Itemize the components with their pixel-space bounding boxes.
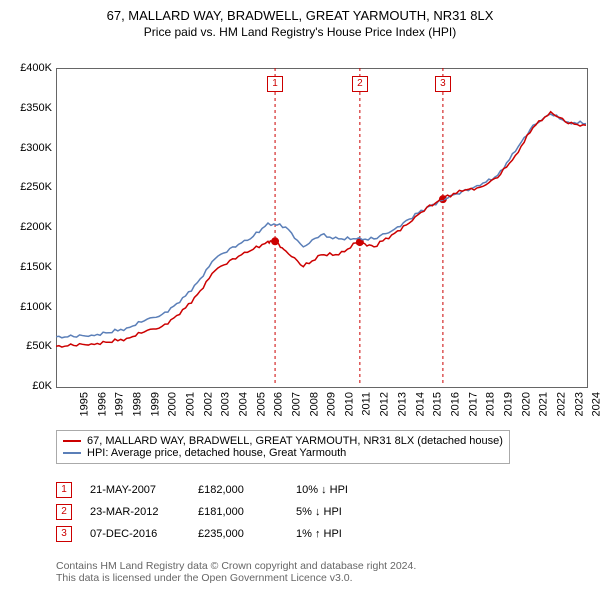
event-marker-box: 1 — [267, 76, 283, 92]
x-tick-label: 2000 — [167, 392, 179, 416]
y-tick-label: £400K — [2, 62, 52, 74]
x-tick-label: 2015 — [432, 392, 444, 416]
x-tick-label: 2003 — [220, 392, 232, 416]
x-tick-label: 2009 — [326, 392, 338, 416]
x-tick-label: 1998 — [131, 392, 143, 416]
event-row-delta: 1% ↑ HPI — [296, 528, 366, 540]
x-tick-label: 2024 — [591, 392, 600, 416]
event-row-price: £235,000 — [198, 528, 278, 540]
x-tick-label: 2005 — [255, 392, 267, 416]
events-table: 1 21-MAY-2007 £182,000 10% ↓ HPI 2 23-MAR-201… — [56, 476, 366, 548]
footer-line-1: Contains HM Land Registry data © Crown c… — [56, 560, 416, 572]
footer-line-2: This data is licensed under the Open Gov… — [56, 572, 416, 584]
x-tick-label: 1997 — [114, 392, 126, 416]
y-tick-label: £150K — [2, 261, 52, 273]
legend-swatch-hpi — [63, 452, 81, 454]
x-tick-label: 2008 — [308, 392, 320, 416]
chart-svg — [56, 68, 586, 386]
series-hpi — [56, 114, 586, 338]
x-tick-label: 2019 — [502, 392, 514, 416]
event-row: 3 07-DEC-2016 £235,000 1% ↑ HPI — [56, 526, 366, 542]
y-tick-label: £300K — [2, 142, 52, 154]
x-tick-label: 2017 — [467, 392, 479, 416]
event-row-num: 3 — [56, 526, 72, 542]
legend-swatch-property — [63, 440, 81, 442]
x-tick-label: 2023 — [573, 392, 585, 416]
event-row-date: 21-MAY-2007 — [90, 484, 180, 496]
y-tick-label: £200K — [2, 221, 52, 233]
x-tick-label: 2020 — [520, 392, 532, 416]
chart-legend: 67, MALLARD WAY, BRADWELL, GREAT YARMOUT… — [56, 430, 510, 464]
chart-title: 67, MALLARD WAY, BRADWELL, GREAT YARMOUT… — [0, 8, 600, 23]
legend-label-hpi: HPI: Average price, detached house, Grea… — [87, 447, 346, 459]
y-tick-label: £350K — [2, 102, 52, 114]
x-tick-label: 2010 — [343, 392, 355, 416]
event-row-delta: 10% ↓ HPI — [296, 484, 366, 496]
event-row-num: 2 — [56, 504, 72, 520]
x-tick-label: 2004 — [237, 392, 249, 416]
legend-item-hpi: HPI: Average price, detached house, Grea… — [63, 447, 503, 459]
event-row: 1 21-MAY-2007 £182,000 10% ↓ HPI — [56, 482, 366, 498]
x-tick-label: 1996 — [96, 392, 108, 416]
x-tick-label: 1995 — [78, 392, 90, 416]
legend-item-property: 67, MALLARD WAY, BRADWELL, GREAT YARMOUT… — [63, 435, 503, 447]
event-row-date: 07-DEC-2016 — [90, 528, 180, 540]
x-tick-label: 2002 — [202, 392, 214, 416]
event-row-delta: 5% ↓ HPI — [296, 506, 366, 518]
event-row-num: 1 — [56, 482, 72, 498]
event-row: 2 23-MAR-2012 £181,000 5% ↓ HPI — [56, 504, 366, 520]
x-tick-label: 2016 — [449, 392, 461, 416]
x-tick-label: 2001 — [184, 392, 196, 416]
y-tick-label: £0K — [2, 380, 52, 392]
y-tick-label: £100K — [2, 301, 52, 313]
x-tick-label: 2021 — [538, 392, 550, 416]
legend-label-property: 67, MALLARD WAY, BRADWELL, GREAT YARMOUT… — [87, 435, 503, 447]
x-tick-label: 2011 — [360, 392, 372, 416]
x-tick-label: 2013 — [396, 392, 408, 416]
event-row-date: 23-MAR-2012 — [90, 506, 180, 518]
x-tick-label: 2007 — [290, 392, 302, 416]
event-marker-box: 3 — [435, 76, 451, 92]
x-tick-label: 2006 — [273, 392, 285, 416]
event-row-price: £182,000 — [198, 484, 278, 496]
x-tick-label: 1999 — [149, 392, 161, 416]
chart-subtitle: Price paid vs. HM Land Registry's House … — [0, 25, 600, 39]
event-row-price: £181,000 — [198, 506, 278, 518]
x-tick-label: 2018 — [485, 392, 497, 416]
y-tick-label: £250K — [2, 181, 52, 193]
attribution-footer: Contains HM Land Registry data © Crown c… — [56, 560, 416, 584]
y-tick-label: £50K — [2, 340, 52, 352]
series-property — [56, 112, 586, 347]
x-tick-label: 2014 — [414, 392, 426, 416]
x-tick-label: 2012 — [379, 392, 391, 416]
x-tick-label: 2022 — [555, 392, 567, 416]
event-marker-box: 2 — [352, 76, 368, 92]
